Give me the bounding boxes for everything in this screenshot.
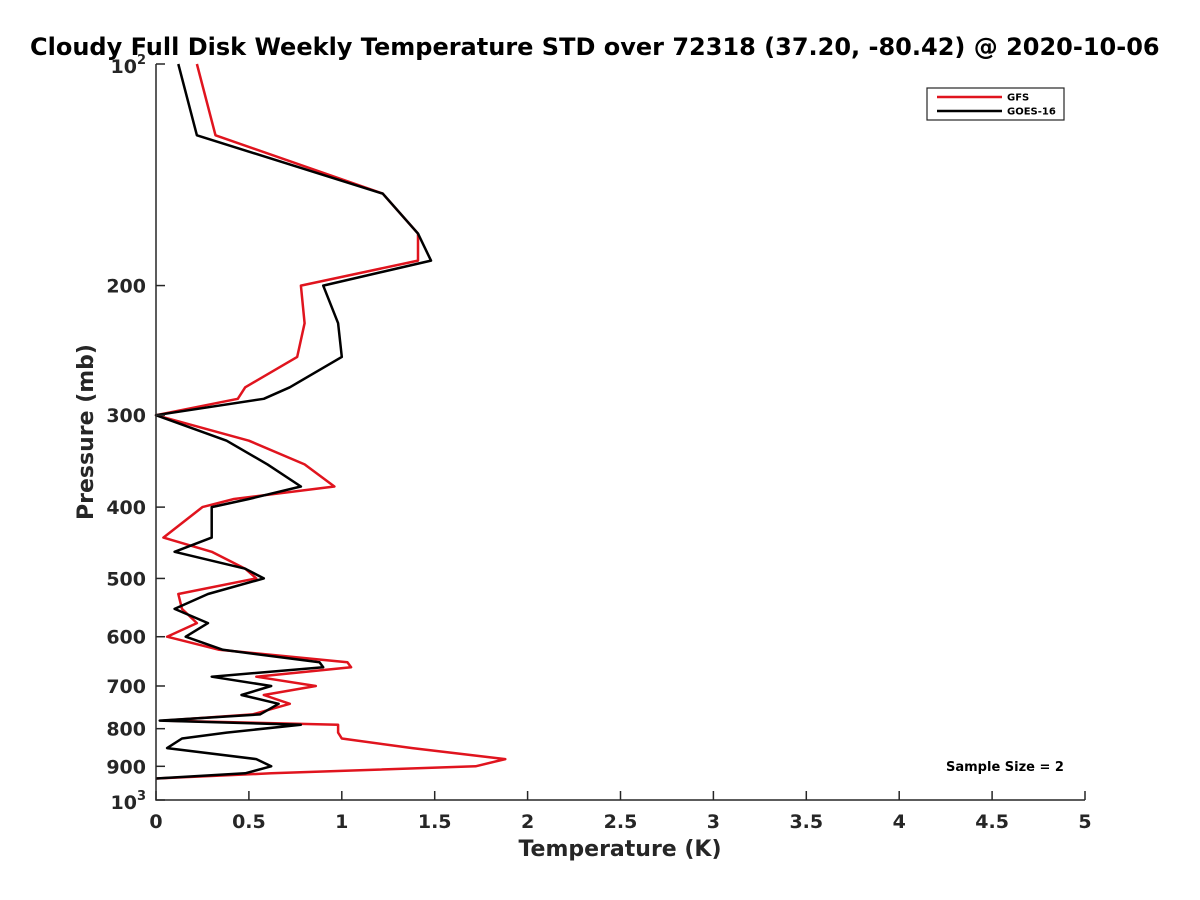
y-tick-label: 200 xyxy=(106,276,146,298)
series-line-gfs xyxy=(154,63,507,780)
y-tick-label: 800 xyxy=(106,719,146,741)
x-tick-label: 3.5 xyxy=(789,811,823,833)
x-ticks: 0 0.5 1 1.5 2 2.5 3 3.5 4 4.5 5 xyxy=(149,791,1092,833)
legend-label-gfs: GFS xyxy=(1007,93,1029,104)
x-tick-label: 4.5 xyxy=(975,811,1009,833)
y-tick-label: 900 xyxy=(106,756,146,778)
x-tick-label: 0 xyxy=(149,811,162,833)
x-tick-label: 1.5 xyxy=(418,811,452,833)
x-tick-label: 5 xyxy=(1078,811,1091,833)
sample-size-annotation: Sample Size = 2 xyxy=(946,760,1064,775)
x-tick-label: 2 xyxy=(521,811,534,833)
y-tick-label: 600 xyxy=(106,627,146,649)
plot-lines xyxy=(154,63,507,780)
x-tick-label: 3 xyxy=(707,811,720,833)
y-ticks: 200 300 400 500 600 700 800 900 102 103 xyxy=(106,53,165,814)
legend-label-goes16: GOES-16 xyxy=(1007,107,1056,118)
y-decade-label: 103 xyxy=(111,789,147,814)
x-tick-label: 1 xyxy=(335,811,348,833)
y-decade-label: 102 xyxy=(111,53,147,78)
y-tick-label: 700 xyxy=(106,676,146,698)
x-axis-title: Temperature (K) xyxy=(518,837,721,862)
legend-box xyxy=(926,87,1065,121)
y-tick-label: 300 xyxy=(106,405,146,427)
x-tick-label: 4 xyxy=(893,811,906,833)
x-tick-label: 2.5 xyxy=(604,811,638,833)
series-line-goes16 xyxy=(154,63,433,780)
legend: GFS GOES-16 xyxy=(926,87,1065,121)
x-tick-label: 0.5 xyxy=(232,811,266,833)
chart-title: Cloudy Full Disk Weekly Temperature STD … xyxy=(30,33,1160,61)
y-tick-label: 400 xyxy=(106,497,146,519)
y-tick-label: 500 xyxy=(106,568,146,590)
y-axis-title: Pressure (mb) xyxy=(74,344,99,520)
